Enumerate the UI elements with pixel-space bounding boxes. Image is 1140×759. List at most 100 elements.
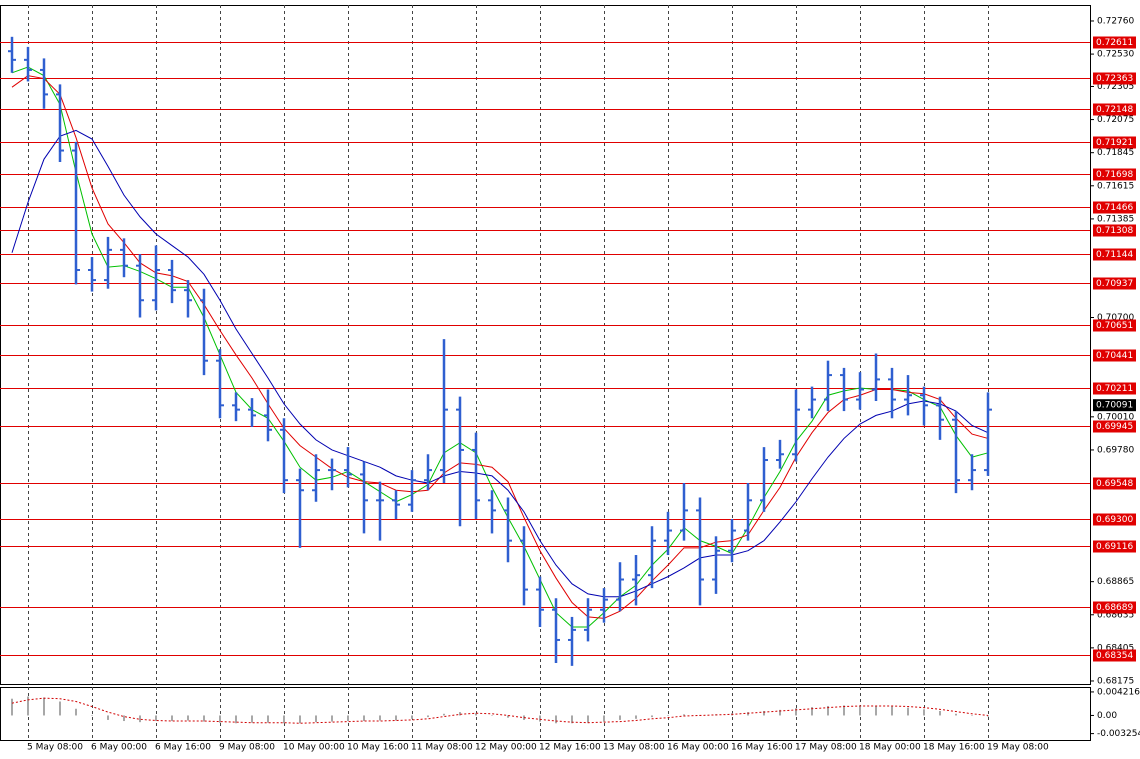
- x-tick-label: 19 May 08:00: [987, 743, 1049, 753]
- level-label-box: [1093, 420, 1136, 433]
- level-label-box: [1093, 277, 1136, 290]
- osc-bar: [27, 696, 29, 716]
- level-label: 0.70441: [1096, 351, 1133, 361]
- price-bars: [8, 36, 992, 666]
- y-tick-label: 0.72305: [1097, 82, 1134, 92]
- level-label: 0.71698: [1096, 170, 1133, 180]
- y-tick-label: 0.68405: [1097, 643, 1134, 653]
- osc-bar: [747, 712, 749, 716]
- main-panel-frame: [0, 5, 1091, 685]
- oscillator-panel-frame: [0, 687, 1091, 741]
- osc-bar: [603, 715, 605, 722]
- level-label-box: [1093, 224, 1136, 237]
- osc-bar: [635, 715, 637, 719]
- level-label: 0.72611: [1096, 38, 1133, 48]
- y-tick-label: 0.70700: [1097, 313, 1134, 323]
- osc-tick-label: 0.00: [1097, 711, 1117, 721]
- osc-bar: [331, 715, 333, 722]
- level-label: 0.70651: [1096, 321, 1133, 331]
- osc-bar: [267, 715, 269, 723]
- y-tick-label: 0.71845: [1097, 148, 1134, 158]
- x-tick-label: 18 May 00:00: [859, 743, 921, 753]
- x-tick-label: 17 May 08:00: [795, 743, 857, 753]
- osc-bar: [955, 713, 957, 716]
- osc-bar: [187, 715, 189, 721]
- osc-bar: [907, 707, 909, 716]
- osc-bar: [363, 715, 365, 722]
- osc-bar: [123, 715, 125, 722]
- osc-bar: [811, 707, 813, 716]
- moving-average: [11, 66, 989, 628]
- osc-tick-label: -0.003254: [1097, 729, 1140, 739]
- osc-bar: [539, 715, 541, 722]
- x-tick-label: 10 May 16:00: [347, 743, 409, 753]
- level-label: 0.72363: [1096, 74, 1133, 84]
- osc-signal: [11, 697, 989, 724]
- level-label-box: [1093, 382, 1136, 395]
- level-label-box: [1093, 103, 1136, 116]
- moving-averages: [11, 66, 989, 628]
- y-tick-label: 0.72760: [1097, 16, 1134, 26]
- osc-bar: [971, 715, 973, 717]
- level-label: 0.69548: [1096, 479, 1133, 489]
- level-label: 0.70211: [1096, 384, 1133, 394]
- level-label: 0.68689: [1096, 603, 1133, 613]
- level-label: 0.71921: [1096, 138, 1133, 148]
- y-tick-label: 0.68635: [1097, 610, 1134, 620]
- osc-bar: [379, 715, 381, 721]
- osc-bar: [411, 715, 413, 719]
- y-tick-label: 0.72530: [1097, 50, 1134, 60]
- osc-bar: [59, 701, 61, 716]
- osc-bar: [11, 698, 13, 716]
- level-label-box: [1093, 36, 1136, 49]
- level-label-box: [1093, 513, 1136, 526]
- osc-bar: [443, 713, 445, 716]
- osc-bar: [91, 715, 93, 716]
- osc-bar: [859, 705, 861, 716]
- osc-bar: [683, 714, 685, 716]
- level-label: 0.71466: [1096, 203, 1133, 213]
- osc-bar: [939, 710, 941, 716]
- osc-bar: [283, 715, 285, 724]
- x-tick-label: 18 May 16:00: [923, 743, 985, 753]
- osc-bar: [299, 715, 301, 724]
- price-axis: 0.72760 0.72530 0.72305 0.72075 0.71845 0.716…: [1090, 16, 1140, 739]
- level-label-box: [1093, 319, 1136, 332]
- y-tick-label: 0.69780: [1097, 445, 1134, 455]
- y-tick-label: 0.68175: [1097, 676, 1134, 686]
- osc-bar: [459, 712, 461, 716]
- osc-bar: [427, 715, 429, 718]
- level-label-box: [1093, 477, 1136, 490]
- level-label: 0.71144: [1096, 250, 1133, 260]
- x-tick-label: 13 May 08:00: [603, 743, 665, 753]
- level-label: 0.68354: [1096, 651, 1133, 661]
- osc-bar: [587, 715, 589, 723]
- last-price-box: [1093, 399, 1136, 412]
- y-tick-label: 0.72075: [1097, 115, 1134, 125]
- osc-bar: [315, 715, 317, 723]
- x-tick-label: 16 May 16:00: [731, 743, 793, 753]
- x-tick-label: 6 May 00:00: [91, 743, 147, 753]
- osc-bar: [619, 715, 621, 720]
- level-label-box: [1093, 649, 1136, 662]
- level-label-box: [1093, 540, 1136, 553]
- osc-bar: [507, 715, 509, 718]
- osc-bar: [779, 709, 781, 716]
- y-tick-label: 0.71615: [1097, 181, 1134, 191]
- osc-bar: [219, 715, 221, 723]
- osc-bar: [923, 709, 925, 716]
- osc-tick-label: 0.004216: [1097, 687, 1140, 697]
- last-price-label: 0.70091: [1096, 401, 1133, 411]
- osc-bar: [475, 713, 477, 716]
- y-tick-label: 0.68865: [1097, 577, 1134, 587]
- osc-bar: [875, 705, 877, 716]
- level-label: 0.70937: [1096, 279, 1133, 289]
- oscillator: [11, 696, 989, 724]
- x-tick-label: 9 May 08:00: [219, 743, 275, 753]
- grid: [0, 5, 1090, 740]
- osc-bar: [347, 715, 349, 722]
- osc-bar: [171, 715, 173, 722]
- osc-bar: [571, 715, 573, 724]
